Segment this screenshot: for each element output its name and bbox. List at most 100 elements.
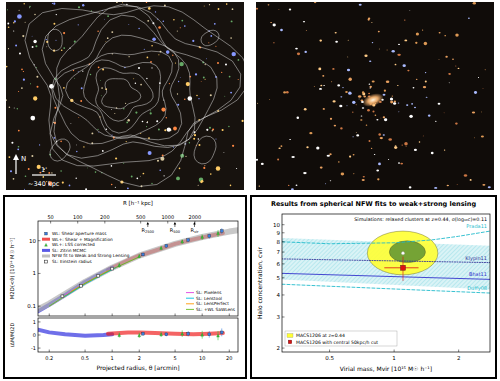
point: [138, 334, 141, 337]
star: [238, 59, 240, 61]
error-bar: [166, 332, 167, 336]
galaxy: [388, 138, 392, 141]
star: [230, 37, 232, 39]
y-axis-label: M2D(<θ) [10¹⁴ M☉ h⁻¹]: [9, 238, 15, 300]
galaxy: [341, 173, 345, 176]
y-tick-label: 3: [277, 314, 281, 320]
star: [217, 62, 219, 64]
galaxy: [468, 17, 470, 18]
star: [209, 4, 210, 5]
legend-label: SL: Lenstool: [196, 296, 222, 301]
star: [17, 148, 19, 150]
galaxy: [372, 42, 374, 43]
star: [150, 110, 151, 111]
star: [25, 22, 26, 23]
galaxy: [366, 125, 368, 126]
galaxy: [256, 8, 258, 10]
star: [167, 127, 171, 131]
star: [116, 2, 118, 3]
star: [166, 50, 170, 54]
north-arrow: [15, 158, 16, 174]
star: [82, 71, 83, 72]
galaxy: [356, 134, 359, 136]
galaxy: [359, 4, 362, 6]
point: [217, 232, 220, 235]
galaxy: [338, 161, 340, 162]
star: [201, 180, 204, 183]
y-tick: [38, 273, 41, 274]
star: [60, 140, 62, 142]
galaxy: [482, 184, 485, 186]
galaxy: [414, 149, 417, 151]
star: [198, 185, 199, 186]
star: [173, 147, 174, 148]
galaxy: [369, 84, 371, 85]
line: [282, 284, 490, 293]
star: [28, 168, 30, 170]
point: [181, 240, 184, 243]
star: [53, 23, 55, 25]
star: [172, 55, 173, 56]
galaxy: [406, 146, 407, 148]
galaxy: [455, 122, 458, 124]
star: [100, 95, 102, 97]
plot-bg: [38, 318, 238, 352]
galaxy: [376, 169, 379, 171]
star: [189, 142, 190, 143]
star: [30, 83, 31, 84]
star: [192, 40, 194, 42]
star: [111, 165, 113, 167]
x-tick-label: 2: [138, 355, 141, 361]
legend-label: MACS1206 at z=0.44: [296, 333, 345, 338]
galaxy: [383, 94, 386, 96]
point: [80, 284, 83, 287]
star: [216, 166, 220, 170]
galaxy: [393, 102, 396, 104]
point: [208, 235, 211, 238]
star: [31, 35, 33, 37]
galaxy: [383, 116, 385, 118]
star: [76, 151, 77, 152]
galaxy: [378, 31, 380, 33]
galaxy: [362, 179, 365, 181]
galaxy: [295, 48, 298, 50]
star: [128, 56, 129, 57]
galaxy: [358, 98, 360, 100]
y-tick-label: 1: [33, 270, 37, 276]
galaxy: [449, 73, 451, 75]
star: [151, 45, 153, 47]
galaxy: [370, 87, 371, 88]
y-tick: [38, 335, 41, 336]
galaxy: [372, 80, 375, 82]
galaxy: [404, 19, 405, 20]
star: [98, 66, 100, 68]
star: [22, 35, 24, 37]
legend-label: SL: Zitrin MCMC: [52, 248, 86, 253]
point: [142, 253, 145, 256]
legend-symbol: [186, 309, 194, 310]
galaxy: [424, 42, 427, 45]
star: [179, 62, 183, 66]
star: [173, 127, 177, 131]
star: [208, 42, 209, 43]
legend-label: WL: Shear aperture mass: [52, 231, 107, 236]
galaxy: [273, 42, 275, 43]
galaxy: [361, 115, 363, 116]
y-tick-label: 7: [277, 249, 281, 255]
galaxy: [455, 34, 459, 37]
line: [49, 257, 139, 306]
star: [156, 120, 158, 122]
cluster-color-content: [256, 2, 491, 190]
galaxy: [329, 153, 331, 155]
galaxy: [369, 86, 372, 88]
star: [54, 137, 56, 139]
error-bar: [188, 331, 189, 336]
star: [206, 129, 208, 131]
star: [9, 107, 11, 109]
galaxy: [291, 156, 294, 158]
x2-tick: [140, 221, 141, 224]
radius-label-sub: 500: [173, 230, 181, 234]
star: [148, 137, 150, 139]
error-bar: [221, 228, 222, 234]
galaxy: [474, 91, 477, 94]
